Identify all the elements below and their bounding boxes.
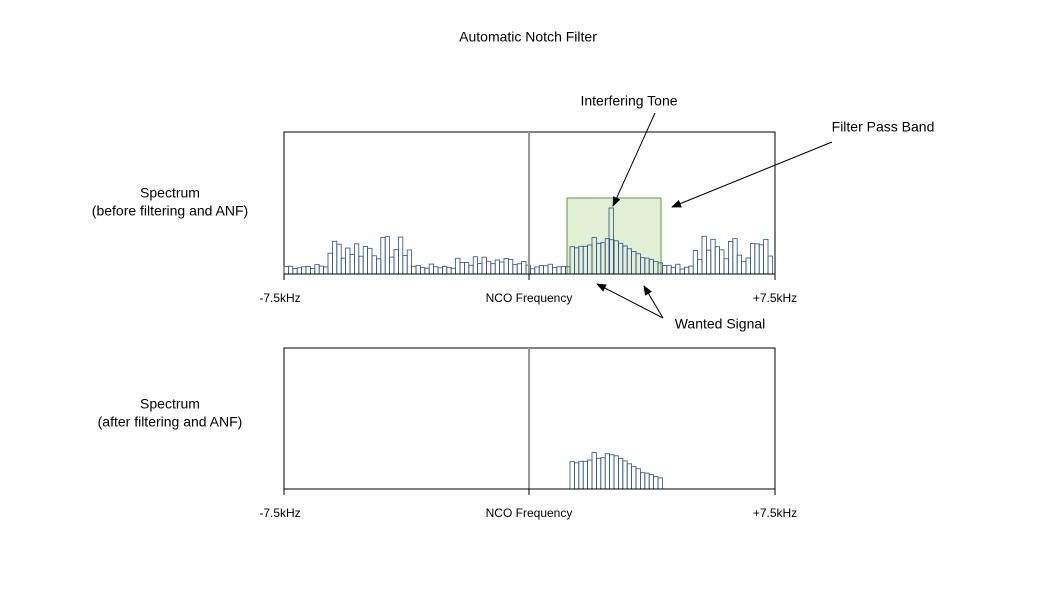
axis-label: -7.5kHz — [259, 506, 300, 520]
arrow — [671, 141, 833, 208]
axis-label: +7.5kHz — [753, 506, 797, 520]
axis-label: -7.5kHz — [259, 291, 300, 305]
annotation: Filter Pass Band — [832, 119, 935, 135]
arrow — [596, 283, 664, 319]
annotation: Interfering Tone — [580, 93, 677, 109]
axis-label: +7.5kHz — [753, 291, 797, 305]
axis-label: NCO Frequency — [486, 506, 573, 520]
axis-label: NCO Frequency — [486, 291, 573, 305]
panel-label: Spectrum — [140, 396, 200, 412]
annotation: Wanted Signal — [675, 316, 766, 332]
panel-label: (before filtering and ANF) — [92, 203, 248, 219]
panel-label: Spectrum — [140, 185, 200, 201]
title: Automatic Notch Filter — [459, 29, 597, 45]
arrow — [643, 285, 664, 319]
arrow — [612, 112, 656, 207]
panel-label: (after filtering and ANF) — [98, 414, 243, 430]
